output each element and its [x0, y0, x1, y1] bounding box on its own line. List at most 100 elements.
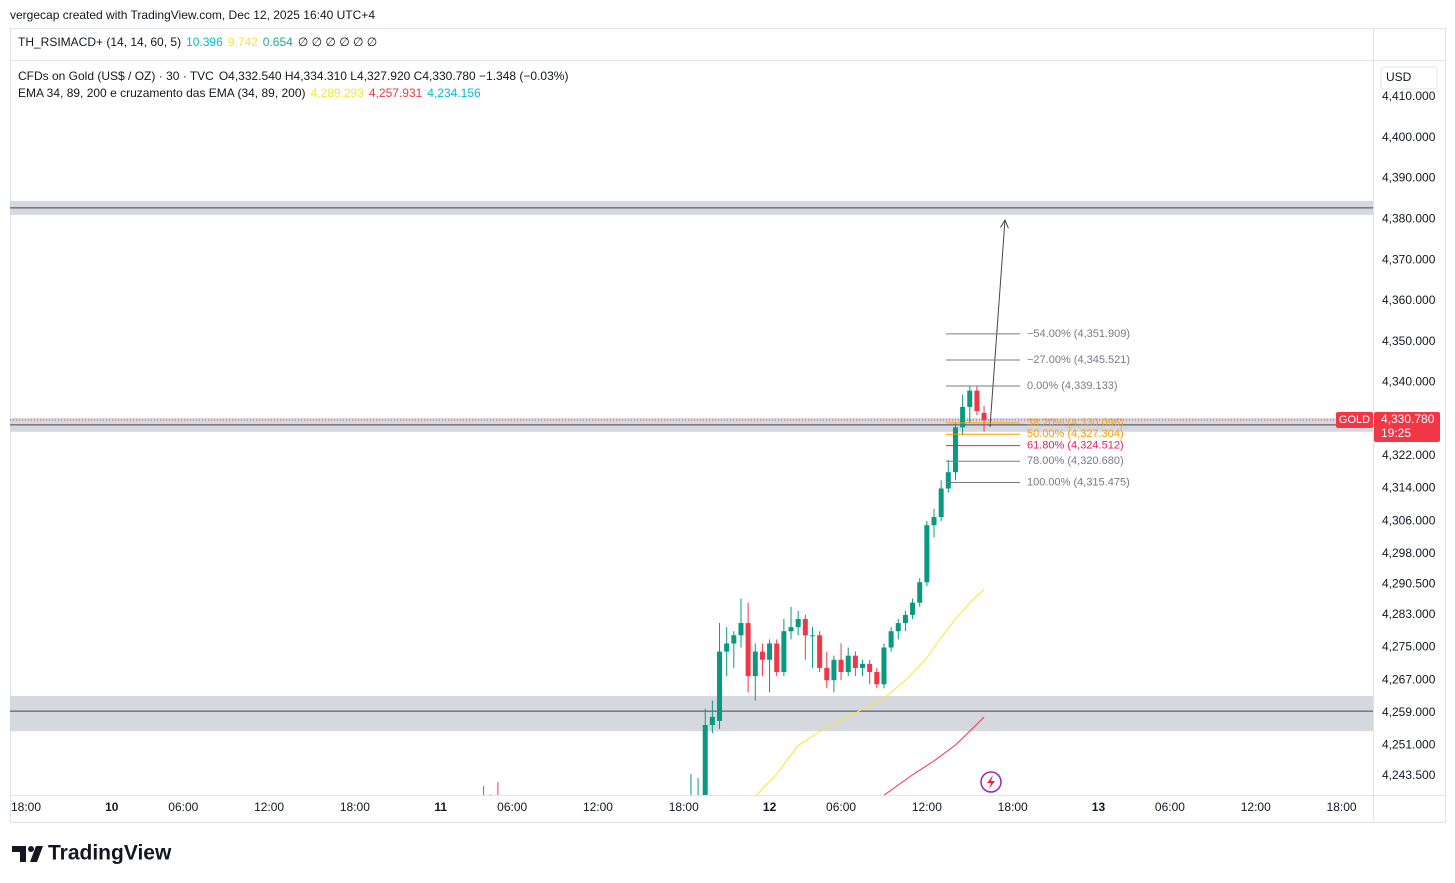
- fib-label: 100.00% (4,315.475): [1027, 476, 1130, 488]
- candle-body: [967, 390, 973, 407]
- candle-body: [924, 525, 930, 583]
- y-tick-label: 4,275.000: [1382, 640, 1436, 654]
- candle-body: [824, 667, 830, 681]
- candle-body: [917, 582, 923, 603]
- candle-body: [759, 651, 765, 660]
- candle-body: [938, 488, 944, 518]
- candle-body: [724, 643, 730, 652]
- axes: 4,410.000 4,400.000 4,390.000 4,380.000 4,37…: [11, 89, 1436, 814]
- candle-body: [795, 618, 801, 628]
- ema-line: [755, 588, 985, 795]
- ema-line: [883, 716, 985, 795]
- ohlc: O4,332.540 H4,334.310 L4,327.920 C4,330.…: [218, 69, 569, 83]
- candle-body: [752, 651, 758, 677]
- candle-body: [802, 618, 808, 636]
- x-tick-label: 18:00: [998, 800, 1028, 814]
- indicator-value: 0.654: [262, 35, 293, 49]
- x-tick-label: 18:00: [1327, 800, 1357, 814]
- candle-body: [874, 672, 880, 685]
- candle-body: [981, 412, 987, 421]
- currency: USD: [1386, 70, 1412, 84]
- brand: TradingView: [48, 842, 172, 865]
- candle-body: [774, 643, 780, 673]
- candle-body: [888, 631, 894, 648]
- y-tick-label: 4,360.000: [1382, 293, 1436, 307]
- candle-body: [788, 627, 794, 632]
- y-tick-label: 4,259.000: [1382, 705, 1436, 719]
- y-tick-label: 4,306.000: [1382, 513, 1436, 527]
- candle-body: [738, 623, 744, 636]
- price-tag-text: 4,330.780: [1381, 412, 1435, 426]
- fib-label: −54.00% (4,351.909): [1027, 328, 1130, 340]
- fib-label: 78.00% (4,320.680): [1027, 455, 1124, 467]
- plot-area: [10, 200, 1373, 815]
- y-tick-label: 4,243.500: [1382, 768, 1436, 782]
- x-tick-label: 10: [105, 800, 119, 814]
- y-tick-label: 4,380.000: [1382, 212, 1436, 226]
- candle-body: [931, 517, 937, 526]
- candle-body: [831, 659, 837, 681]
- candle-body: [838, 659, 844, 673]
- candle-body: [860, 663, 866, 668]
- fib-label: 50.00% (4,327.304): [1027, 428, 1124, 440]
- y-tick-label: 4,370.000: [1382, 252, 1436, 266]
- y-tick-label: 4,350.000: [1382, 334, 1436, 348]
- currency-box[interactable]: [1380, 66, 1438, 90]
- ema-value: 4,257.931: [368, 86, 423, 100]
- candle-body: [952, 427, 958, 473]
- indicator-value: 9.742: [227, 35, 258, 49]
- ema-value: 4,234.156: [427, 86, 481, 100]
- candle-body: [960, 406, 966, 428]
- candle-body: [881, 647, 887, 685]
- y-tick-label: 4,340.000: [1382, 375, 1436, 389]
- event-bolt: [987, 775, 995, 789]
- x-tick-label: 11: [434, 800, 447, 814]
- candle-body: [488, 807, 493, 815]
- y-tick-label: 4,400.000: [1382, 130, 1436, 144]
- price-tag: [1374, 412, 1440, 443]
- x-tick-label: 06:00: [826, 800, 856, 814]
- y-tick-label: 4,314.000: [1382, 481, 1436, 495]
- x-tick-label: 12:00: [912, 800, 942, 814]
- x-tick-label: 18:00: [340, 800, 370, 814]
- projection-arrow: [989, 220, 1005, 428]
- header-title: vergecap created with TradingView.com, D…: [10, 8, 375, 22]
- candle-body: [731, 635, 737, 644]
- y-tick-label: 4,290.500: [1382, 576, 1436, 590]
- x-tick-label: 12: [763, 800, 777, 814]
- y-tick-label: 4,298.000: [1382, 546, 1436, 560]
- fib-label: 0.00% (4,339.133): [1027, 380, 1118, 392]
- x-tick-label: 12:00: [1241, 800, 1271, 814]
- logo: [12, 846, 43, 862]
- y-tick-label: 4,267.000: [1382, 672, 1436, 686]
- price-tag-countdown: 19:25: [1381, 426, 1411, 440]
- candle-body: [709, 716, 715, 726]
- candle-body: [767, 643, 773, 660]
- candle-body: [809, 635, 815, 637]
- candle-body: [867, 663, 873, 673]
- candle-body: [481, 811, 486, 815]
- ema-legend: EMA 34, 89, 200 e cruzamento das EMA (34…: [18, 86, 486, 100]
- fib-label: 38.20% (4,330.096): [1027, 417, 1124, 429]
- zone: [10, 696, 1373, 732]
- candle-body: [910, 602, 916, 615]
- candle-body: [745, 623, 751, 677]
- y-tick-label: 4,283.000: [1382, 607, 1436, 621]
- y-tick-label: 4,390.000: [1382, 171, 1436, 185]
- indicator-name: TH_RSIMACD+ (14, 14, 60, 5): [18, 35, 182, 49]
- candle-body: [945, 472, 951, 489]
- candle-body: [852, 655, 858, 668]
- candle-body: [817, 635, 823, 668]
- x-tick-label: 06:00: [1155, 800, 1185, 814]
- x-tick-label: 06:00: [168, 800, 198, 814]
- symbol-tag-text: GOLD: [1339, 414, 1370, 426]
- candle-body: [717, 651, 723, 721]
- ema-label: EMA 34, 89, 200 e cruzamento das EMA (34…: [18, 86, 306, 100]
- x-tick-label: 13: [1092, 800, 1106, 814]
- candle-body: [895, 623, 901, 632]
- fib-label: 61.80% (4,324.512): [1027, 440, 1124, 452]
- symbol-tag: [1336, 412, 1373, 429]
- y-tick-label: 4,251.000: [1382, 738, 1436, 752]
